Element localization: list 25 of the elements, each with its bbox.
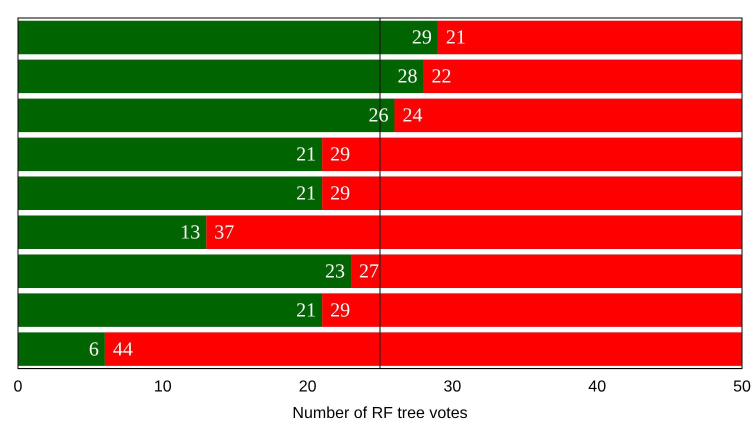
data-label: 29	[330, 299, 350, 322]
data-label: 28	[397, 66, 418, 88]
data-label: 37	[214, 222, 234, 244]
data-label: 22	[431, 66, 452, 88]
data-label: 21	[296, 144, 316, 166]
data-label: 29	[330, 144, 350, 166]
data-label: 23	[325, 260, 346, 282]
x-tick-label: 40	[588, 378, 606, 396]
x-tick-label: 10	[154, 378, 172, 396]
data-label: 44	[112, 338, 133, 360]
data-label: 21	[296, 182, 316, 205]
data-label: 6	[88, 338, 99, 360]
data-label: 26	[368, 104, 388, 127]
x-tick-label: 20	[298, 378, 317, 396]
x-tick-label: 30	[444, 378, 462, 396]
data-label: 29	[412, 26, 432, 49]
data-label: 13	[180, 222, 200, 244]
data-label: 27	[359, 260, 380, 282]
data-label: 21	[446, 26, 466, 49]
data-label: 21	[296, 299, 316, 322]
data-label: 29	[330, 182, 350, 205]
x-tick-label: 0	[14, 378, 23, 396]
x-axis-title: Number of RF tree votes	[292, 404, 468, 422]
data-label: 24	[402, 104, 422, 127]
x-tick-label: 50	[733, 378, 751, 396]
